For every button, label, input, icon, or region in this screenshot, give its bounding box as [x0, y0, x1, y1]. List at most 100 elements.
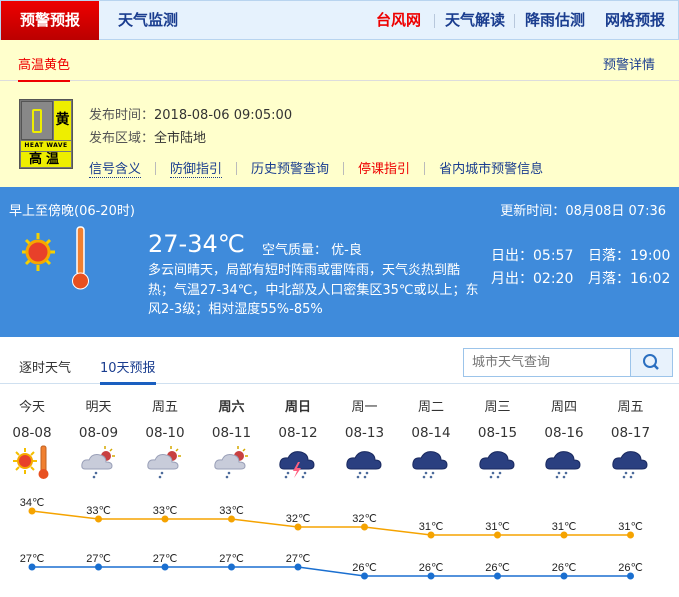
city-search-input[interactable]	[464, 349, 631, 376]
nav-rain-estimate[interactable]: 降雨估测	[525, 11, 586, 29]
thunderstorm-icon	[279, 451, 315, 479]
high-temp-label: 31℃	[618, 521, 643, 533]
forecast-day: 今天 08-08	[0, 396, 65, 481]
badge-color-char: 黄	[54, 101, 71, 140]
forecast-day: 周一 08-13	[332, 396, 398, 481]
nav-warning-forecast[interactable]: 预警预报	[1, 1, 99, 40]
moonrise: 月出：02:20	[491, 271, 574, 287]
weather-description: 多云间晴天，局部有短时阵雨或雷阵雨，天气炎热到酷热；气温27-34℃，中北部及人…	[148, 263, 479, 317]
day-label: 周三	[484, 400, 511, 415]
heat-wave-yellow-signal-icon: 黄 HEAT WAVE 高温	[19, 99, 73, 169]
link-defense-guide[interactable]: 防御指引	[170, 162, 223, 178]
warning-panel: 高温黄色 预警详情 黄 HEAT WAVE 高温 发布时间：2018-08-06…	[0, 40, 679, 187]
tab-hourly[interactable]: 逐时天气	[19, 361, 72, 376]
high-temp-label: 33℃	[86, 505, 111, 517]
rain-icon	[545, 451, 581, 479]
day-label: 周四	[550, 400, 577, 415]
warning-tabbar: 高温黄色 预警详情	[0, 40, 679, 82]
rain-icon	[478, 451, 515, 479]
tab-heat-yellow[interactable]: 高温黄色	[18, 54, 71, 82]
thermometer-icon	[21, 101, 53, 140]
high-temp-label: 33℃	[219, 505, 244, 517]
low-temp-label: 27℃	[86, 553, 111, 565]
forecast-day: 周日 08-12	[265, 396, 331, 481]
date-label: 08-16	[544, 425, 584, 441]
warning-detail-link[interactable]: 预警详情	[602, 58, 655, 73]
low-temp-point	[161, 563, 169, 571]
rain-icon	[611, 451, 648, 479]
partly-cloudy-shower-icon	[147, 446, 181, 479]
low-temp-label: 26℃	[352, 562, 377, 574]
link-class-suspension[interactable]: 停课指引	[358, 162, 411, 177]
nav-weather-interpretation[interactable]: 天气解读	[445, 11, 506, 29]
low-temp-label: 26℃	[618, 562, 643, 574]
low-temp-point	[560, 572, 568, 580]
low-temp-point	[95, 563, 102, 571]
date-label: 08-17	[610, 425, 651, 441]
high-temp-label: 32℃	[352, 513, 377, 525]
divider	[514, 14, 515, 28]
high-temp-point	[427, 531, 435, 539]
day-label: 周五	[151, 400, 178, 415]
city-search	[463, 348, 673, 377]
high-temp-label: 32℃	[286, 513, 311, 525]
link-signal-meaning[interactable]: 信号含义	[89, 162, 142, 178]
nav-weather-monitor[interactable]: 天气监测	[118, 11, 179, 29]
low-temp-point	[627, 572, 634, 580]
low-temp-label: 27℃	[219, 553, 244, 565]
tab-10day[interactable]: 10天预报	[100, 357, 156, 385]
high-temp-point	[560, 531, 568, 539]
high-temp-label: 31℃	[485, 521, 510, 533]
low-temp-label: 27℃	[286, 553, 311, 565]
low-temp-label: 26℃	[419, 562, 444, 574]
low-temp-label: 26℃	[552, 562, 577, 574]
warning-links: 信号含义 防御指引 历史预警查询 停课指引 省内城市预警信息	[89, 158, 544, 178]
forecast-day: 周三 08-15	[465, 396, 531, 481]
forecast-day: 周二 08-14	[398, 396, 464, 481]
nav-grid-forecast[interactable]: 网格预报	[605, 11, 666, 29]
sunny-hot-icon	[13, 445, 49, 479]
day-label: 周二	[417, 400, 444, 415]
low-temp-point	[361, 572, 368, 580]
period: 早上至傍晚(06-20时)	[9, 204, 135, 219]
date-label: 08-12	[278, 425, 318, 441]
publish-time: 发布时间：2018-08-06 09:05:00	[89, 108, 293, 123]
date-label: 08-10	[145, 425, 185, 441]
search-button[interactable]	[631, 349, 672, 376]
date-label: 08-14	[411, 425, 451, 441]
sunset: 日落：19:00	[588, 248, 671, 264]
low-temp-point	[228, 563, 235, 571]
day-label: 周日	[284, 400, 311, 415]
low-temp-label: 26℃	[485, 562, 510, 574]
high-temp-point	[28, 507, 36, 515]
low-temp-point	[294, 563, 302, 571]
date-label: 08-09	[78, 425, 119, 441]
partly-cloudy-shower-icon	[80, 446, 115, 479]
day-label: 周六	[218, 400, 245, 415]
top-nav: 预警预报 天气监测 台风网 天气解读 降雨估测 网格预报	[0, 0, 679, 40]
date-label: 08-08	[12, 425, 52, 441]
publish-area: 发布区域：全市陆地	[89, 131, 207, 146]
nav-typhoon[interactable]: 台风网	[376, 11, 422, 29]
link-history[interactable]: 历史预警查询	[251, 162, 330, 177]
update-time: 更新时间：08月08日 07:36	[500, 204, 666, 219]
forecast-day: 周五 08-10	[132, 396, 198, 481]
rain-icon	[345, 451, 382, 479]
low-temp-point	[28, 563, 36, 571]
high-temp-label: 34℃	[20, 497, 45, 509]
forecast-day: 周六 08-11	[199, 396, 265, 481]
low-temp-point	[427, 572, 435, 580]
today-panel: 早上至傍晚(06-20时) 更新时间：08月08日 07:36 27-34℃ 空…	[0, 187, 679, 337]
moonset: 月落：16:02	[588, 271, 671, 287]
low-temp-line	[32, 566, 631, 577]
high-temp-line	[31, 510, 631, 536]
high-temp-label: 31℃	[552, 521, 577, 533]
high-temp-point	[494, 531, 501, 539]
high-temp-point	[95, 515, 102, 523]
forecast-day: 周四 08-16	[531, 396, 597, 481]
badge-en: HEAT WAVE	[21, 141, 71, 151]
high-temp-point	[361, 523, 368, 531]
low-temp-label: 27℃	[153, 553, 178, 565]
day-label: 明天	[85, 400, 112, 415]
link-province-warnings[interactable]: 省内城市预警信息	[439, 162, 544, 177]
